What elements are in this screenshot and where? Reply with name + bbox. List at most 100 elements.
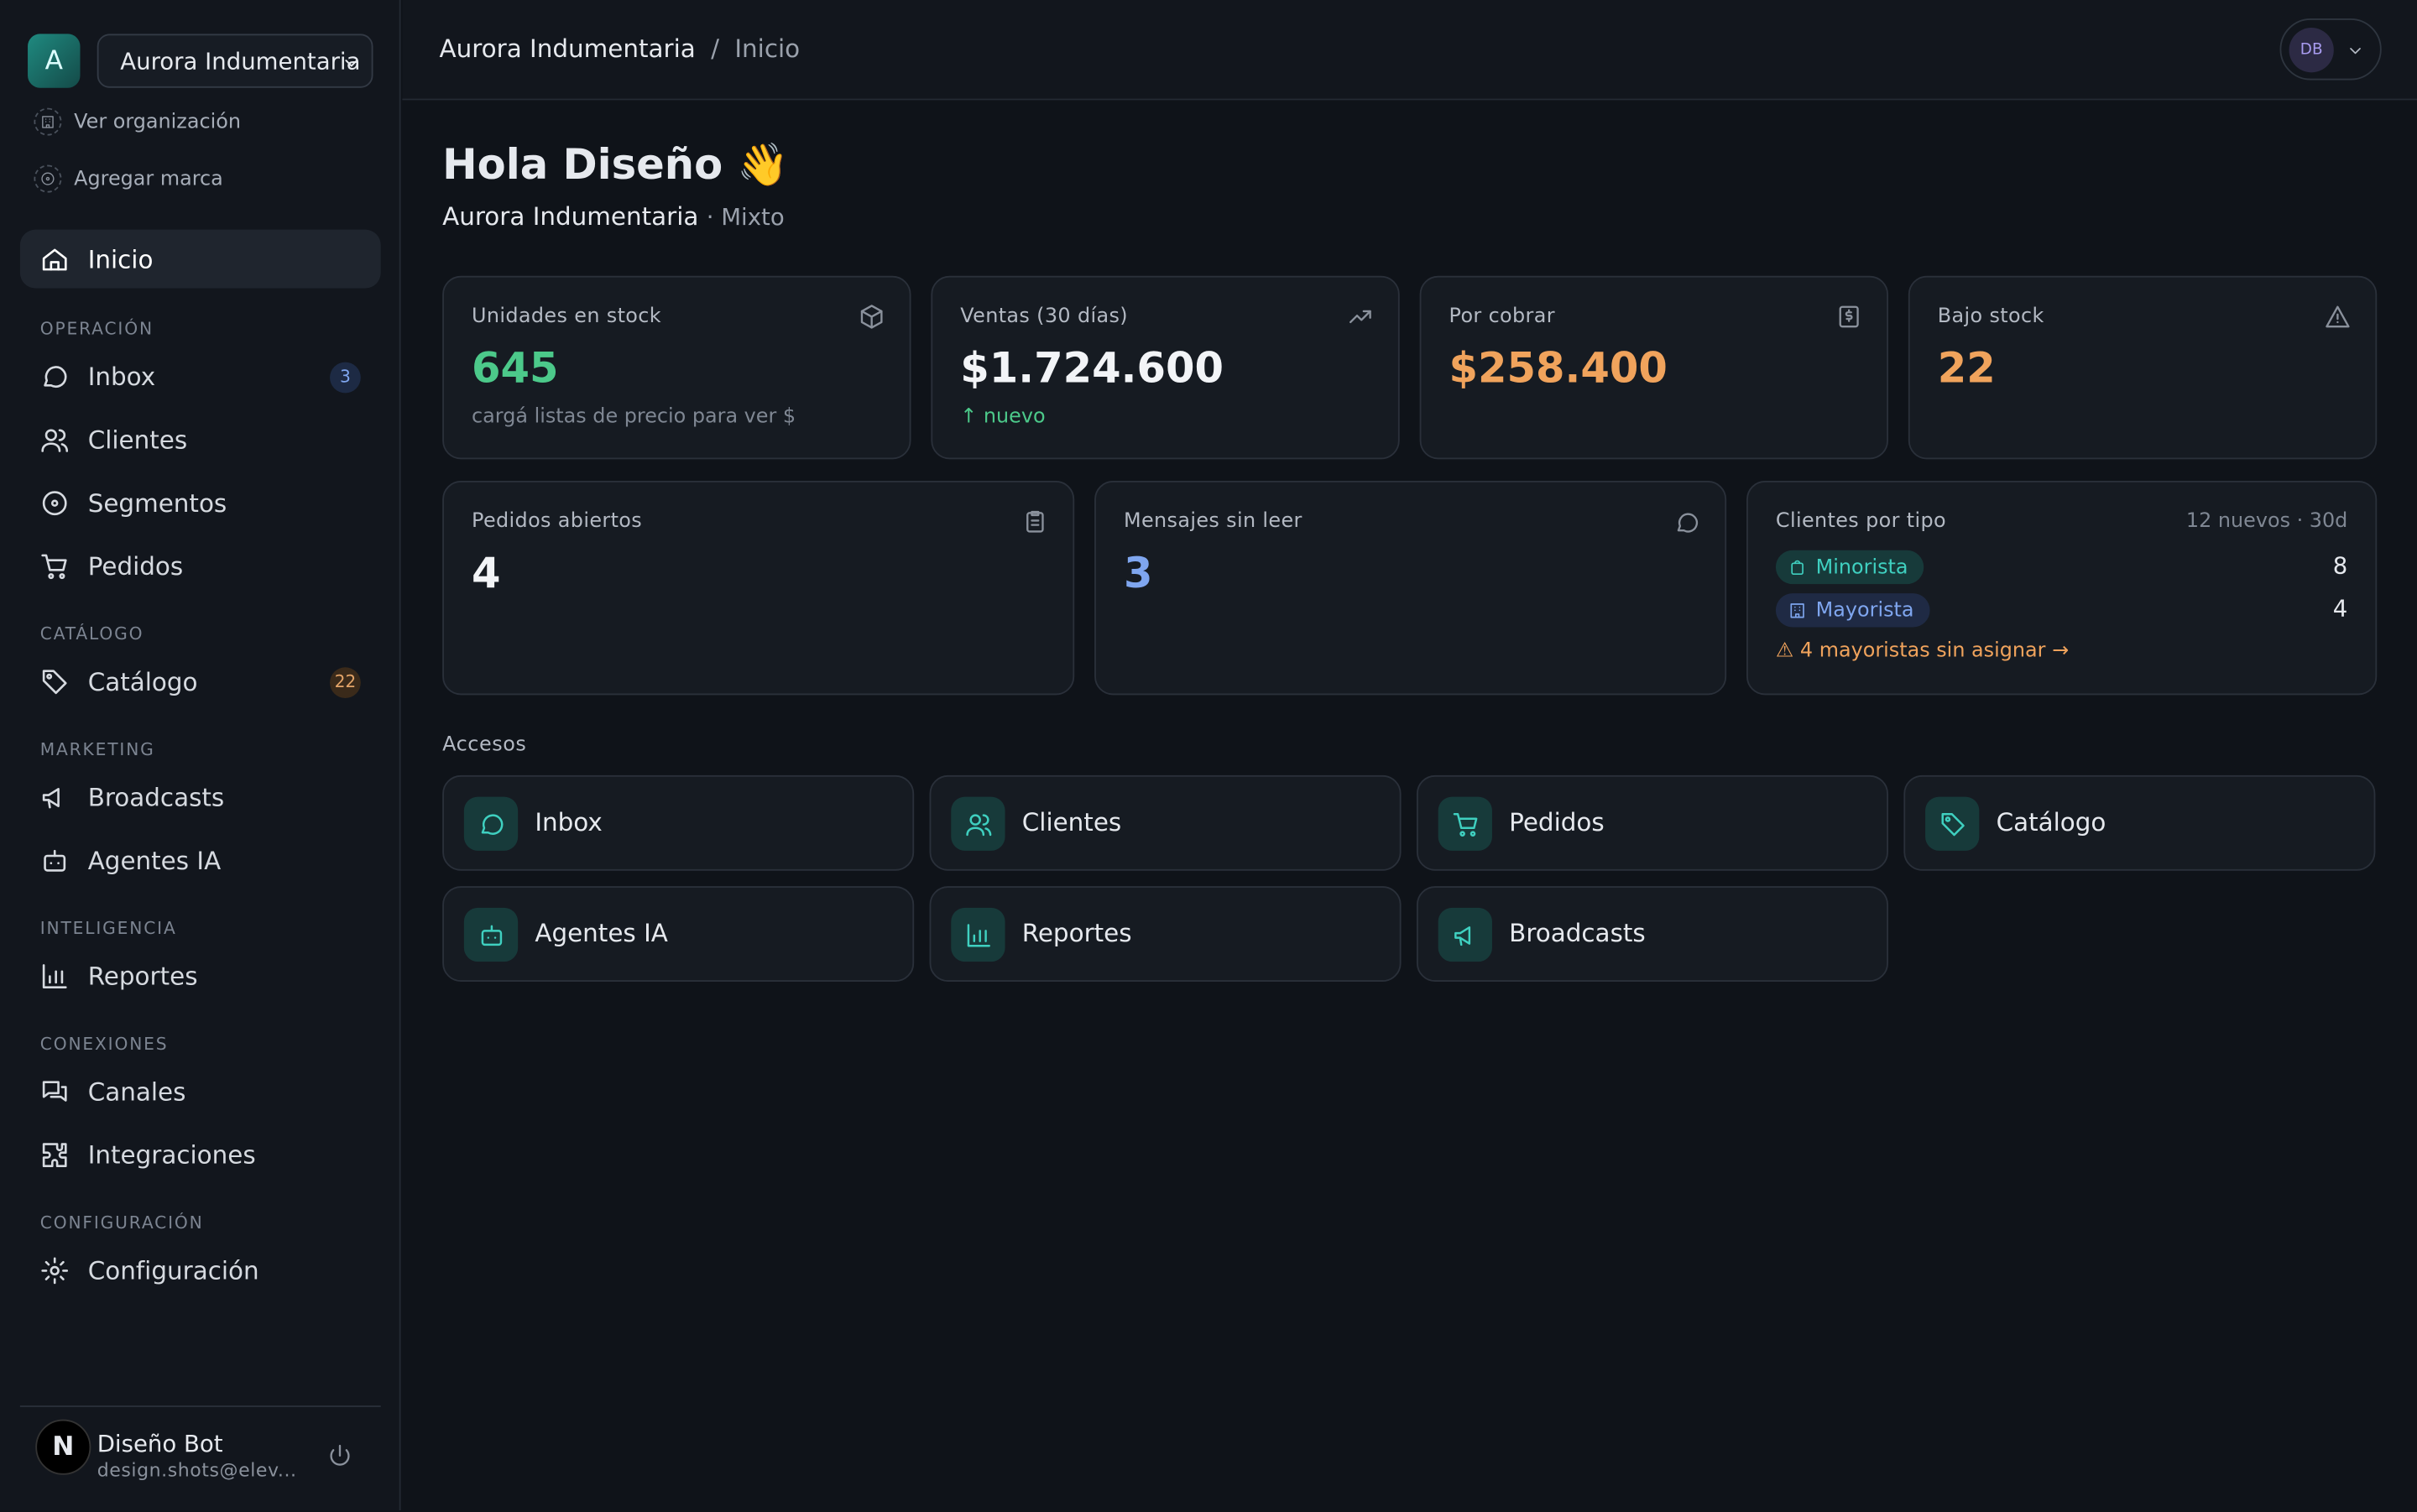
clients-card: Clientes por tipo 12 nuevos · 30d Minorist…: [1746, 481, 2378, 696]
greeting-title: Hola Diseño 👋: [442, 141, 790, 190]
icon: [42, 248, 67, 270]
shortcut-icon: [1925, 796, 1980, 851]
nav-item[interactable]: Reportes: [20, 945, 381, 1008]
icon: [41, 1257, 69, 1285]
user-avatar: N: [35, 1419, 91, 1475]
icon: [2350, 48, 2361, 55]
stat-value: 4: [472, 550, 501, 598]
icon: [966, 923, 990, 946]
stat-label: Bajo stock: [1937, 305, 2044, 329]
nav-item[interactable]: Broadcasts: [20, 766, 381, 829]
link-icon: [34, 107, 62, 136]
nav-label: Integraciones: [87, 1140, 256, 1170]
link-icon: [34, 164, 62, 193]
client-type-tag: Mayorista: [1775, 593, 1929, 628]
org-select[interactable]: Aurora Indumentaria: [97, 34, 373, 88]
section-title: OPERACIÓN: [39, 319, 154, 340]
stat-value: $258.400: [1449, 345, 1668, 394]
user-menu[interactable]: DB: [2279, 18, 2382, 81]
shortcut-card[interactable]: Reportes: [929, 886, 1402, 983]
stat-icon: [1836, 304, 1862, 336]
icon: [44, 849, 66, 872]
icon: [41, 554, 67, 580]
icon: [42, 1143, 67, 1168]
shortcut-card[interactable]: Inbox: [442, 774, 915, 871]
stat-card: Mensajes sin leer 3: [1094, 481, 1727, 696]
nav-item[interactable]: Integraciones: [20, 1124, 381, 1186]
nav-item[interactable]: Clientes: [20, 409, 381, 472]
logout-button[interactable]: [326, 1442, 352, 1475]
icon: [1452, 812, 1477, 837]
nav-label: Reportes: [87, 962, 198, 992]
topbar: Aurora Indumentaria / Inicio DB: [402, 0, 2417, 101]
breadcrumb-page: Inicio: [734, 34, 801, 64]
nav-item[interactable]: Configuración: [20, 1239, 381, 1302]
nav-item[interactable]: Segmentos: [20, 472, 381, 534]
stat-label: Ventas (30 días): [960, 305, 1128, 329]
sidebar-link[interactable]: Ver organización: [34, 107, 241, 138]
nav-label: Broadcasts: [87, 783, 225, 812]
link-label: Ver organización: [74, 110, 241, 133]
shortcut-label: Inbox: [535, 807, 603, 837]
shortcut-label: Pedidos: [1509, 807, 1605, 837]
shortcut-card[interactable]: Agentes IA: [442, 886, 915, 983]
clients-warning[interactable]: ⚠ 4 mayoristas sin asignar →: [1775, 639, 2070, 663]
link-label: Agregar marca: [74, 167, 223, 190]
stat-card: Por cobrar $258.400: [1419, 275, 1889, 460]
shortcut-icon: [1438, 796, 1492, 851]
nav-label: Segmentos: [87, 488, 227, 519]
stat-label: Por cobrar: [1449, 305, 1555, 329]
org-avatar: A: [28, 34, 81, 88]
icon: [480, 813, 503, 835]
stat-label: Clientes por tipo: [1775, 509, 1946, 534]
sidebar-link[interactable]: Agregar marca: [34, 164, 223, 195]
greeting-subtitle: Aurora Indumentaria · Mixto: [442, 202, 785, 232]
user-footer: N Diseño Bot design.shots@elev...: [19, 1405, 381, 1512]
shortcut-card[interactable]: Broadcasts: [1416, 886, 1889, 983]
icon: [41, 429, 69, 452]
shortcut-label: Agentes IA: [535, 918, 668, 948]
icon: [860, 305, 883, 329]
shortcut-card[interactable]: Clientes: [929, 774, 1402, 871]
nav-item[interactable]: Agentes IA: [20, 829, 381, 892]
breadcrumb: Aurora Indumentaria / Inicio: [439, 34, 800, 63]
nav-item-active[interactable]: Inicio: [19, 229, 381, 289]
stat-label: Pedidos abiertos: [472, 509, 643, 534]
stat-icon: [1022, 508, 1048, 541]
icon: [41, 172, 55, 185]
shortcut-icon: [1438, 907, 1492, 962]
section-title: CATÁLOGO: [39, 623, 144, 644]
shortcut-label: Clientes: [1021, 807, 1122, 837]
shortcut-icon: [951, 796, 1005, 851]
stat-value: $1.724.600: [960, 345, 1224, 394]
shortcut-card[interactable]: Pedidos: [1416, 774, 1889, 871]
stat-label: Mensajes sin leer: [1123, 509, 1302, 534]
shortcut-icon: [463, 907, 519, 962]
stat-value: 22: [1937, 345, 1996, 394]
stat-note: cargá listas de precio para ver $: [472, 405, 796, 429]
nav-item[interactable]: Pedidos: [20, 534, 381, 597]
icon: [44, 366, 67, 388]
stat-card: Unidades en stock 645 cargá listas de prec…: [442, 275, 911, 460]
nav-label: Clientes: [87, 425, 188, 455]
nav-label: Agentes IA: [87, 846, 222, 876]
nav-label: Pedidos: [87, 551, 184, 581]
icon: [330, 1444, 350, 1466]
nav-label: Inbox: [87, 362, 156, 392]
nav-item[interactable]: Catálogo 22: [20, 650, 381, 713]
nav-item[interactable]: Canales: [20, 1061, 381, 1124]
nav-label: Configuración: [87, 1255, 259, 1285]
client-type-label: Mayorista: [1815, 598, 1914, 623]
user-name: Diseño Bot: [97, 1430, 223, 1458]
nav-item[interactable]: Inbox 3: [20, 345, 381, 408]
section-title: Accesos: [442, 733, 527, 757]
breadcrumb-org[interactable]: Aurora Indumentaria: [439, 34, 696, 64]
shortcut-card[interactable]: Catálogo: [1903, 774, 2376, 871]
stat-card: Ventas (30 días) $1.724.600 ↑ nuevo: [931, 275, 1400, 460]
shortcut-icon: [951, 907, 1005, 962]
client-type-label: Minorista: [1815, 555, 1908, 579]
icon: [1839, 305, 1859, 328]
nav-badge: 3: [330, 361, 361, 393]
